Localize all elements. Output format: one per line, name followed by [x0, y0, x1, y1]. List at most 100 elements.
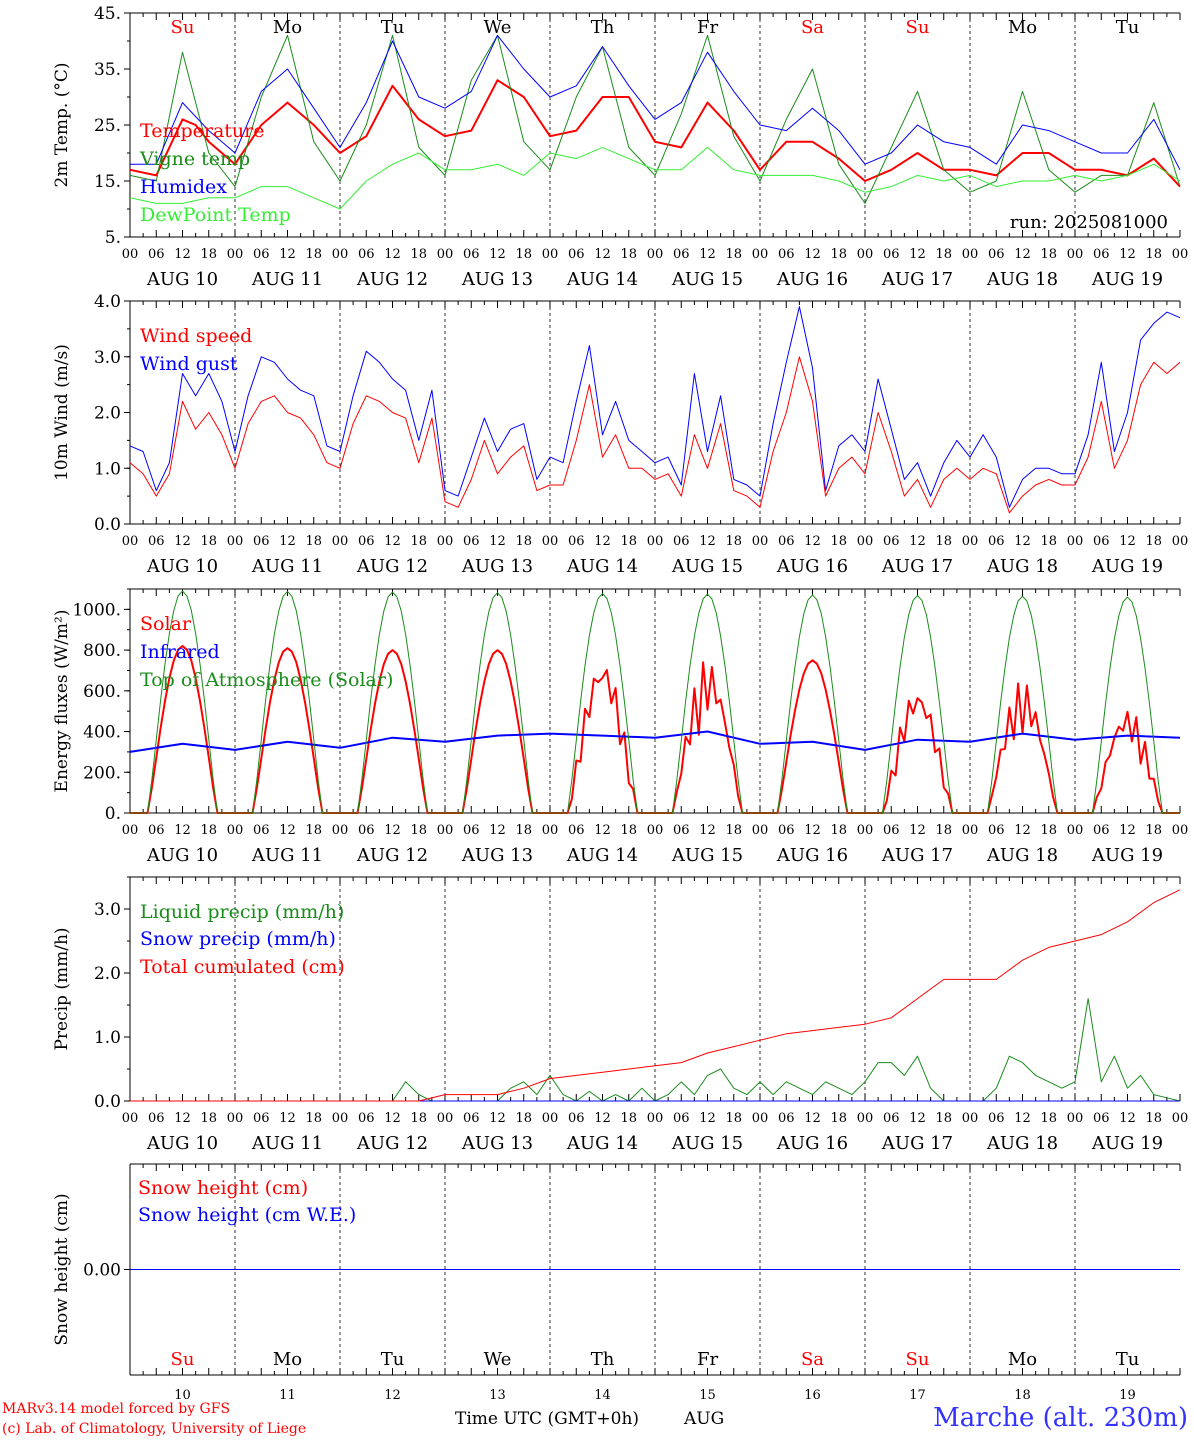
hour-tick-label: 12: [1014, 534, 1031, 549]
hour-tick-label: 00: [542, 534, 559, 549]
date-label: AUG 16: [776, 845, 848, 866]
hour-tick-label: 12: [909, 247, 926, 262]
date-label: AUG 16: [776, 1133, 848, 1154]
date-label: AUG 14: [566, 845, 638, 866]
hour-tick-label: 18: [515, 247, 532, 262]
date-label: AUG 13: [461, 556, 533, 577]
series-line-temperature: [129, 79, 1181, 188]
series-line-wind-gust: [129, 306, 1181, 508]
date-label: AUG 15: [671, 556, 743, 577]
hour-tick-label: 06: [883, 1111, 900, 1126]
date-label: AUG 10: [146, 845, 218, 866]
hour-tick-label: 06: [148, 823, 165, 838]
series-line-wind-speed: [129, 356, 1181, 514]
hour-tick-label: 18: [725, 247, 742, 262]
y-tick-label: 2.0: [94, 404, 121, 424]
weekday-label: Su: [906, 1349, 930, 1370]
date-label: AUG 18: [986, 1133, 1058, 1154]
hour-tick-label: 00: [1067, 823, 1084, 838]
hour-tick-label: 06: [988, 823, 1005, 838]
hour-tick-label: 12: [1119, 823, 1136, 838]
hour-tick-label: 06: [253, 823, 270, 838]
weekday-label: Mo: [1008, 1349, 1037, 1370]
legend-entry: Vigne temp: [139, 148, 250, 170]
hour-tick-label: 00: [122, 1111, 139, 1126]
date-label: AUG 11: [251, 1133, 323, 1154]
hour-tick-label: 00: [437, 1111, 454, 1126]
hour-tick-label: 06: [778, 823, 795, 838]
hour-tick-label: 12: [909, 823, 926, 838]
hour-tick-label: 06: [568, 247, 585, 262]
hour-tick-label: 18: [410, 247, 427, 262]
weekday-label: Su: [906, 17, 930, 38]
hour-tick-label: 00: [332, 534, 349, 549]
date-label: AUG 12: [356, 1133, 428, 1154]
date-label: AUG 12: [356, 845, 428, 866]
hour-tick-label: 12: [594, 247, 611, 262]
hour-tick-label: 18: [515, 534, 532, 549]
date-label: AUG 18: [986, 269, 1058, 290]
hour-tick-label: 18: [935, 247, 952, 262]
weekday-label: Tu: [381, 17, 405, 38]
series-line-dewpoint-temp: [129, 146, 1181, 210]
y-tick-label: 600.: [83, 682, 121, 702]
day-number-label: 17: [909, 1388, 926, 1403]
date-label: AUG 17: [881, 845, 953, 866]
hour-tick-label: 12: [279, 1111, 296, 1126]
weekday-label: Th: [591, 17, 615, 38]
weekday-label: Sa: [801, 17, 824, 38]
y-tick-label: 800.: [83, 641, 121, 661]
hour-tick-label: 18: [830, 534, 847, 549]
hour-tick-label: 00: [227, 1111, 244, 1126]
y-tick-label: 5.: [105, 228, 121, 248]
hour-tick-label: 00: [227, 247, 244, 262]
series-line-total-cumulated-cm: [130, 889, 1181, 1102]
hour-tick-label: 18: [830, 247, 847, 262]
weekday-label: Fr: [697, 1349, 718, 1370]
hour-tick-label: 18: [725, 823, 742, 838]
hour-tick-label: 18: [935, 1111, 952, 1126]
y-tick-label: 35.: [94, 60, 121, 80]
hour-tick-label: 18: [830, 823, 847, 838]
y-tick-label: 0.0: [94, 1092, 121, 1112]
date-label: AUG 19: [1091, 269, 1163, 290]
hour-tick-label: 18: [410, 1111, 427, 1126]
legend-entry: Top of Atmosphere (Solar): [140, 669, 393, 691]
hour-tick-label: 06: [463, 823, 480, 838]
hour-tick-label: 12: [489, 823, 506, 838]
y-tick-label: 45.: [94, 4, 121, 24]
run-label: run: 2025081000: [1010, 212, 1168, 233]
hour-tick-label: 00: [752, 534, 769, 549]
weekday-label: Th: [591, 1349, 615, 1370]
y-tick-label: 1.0: [94, 1028, 121, 1048]
hour-tick-label: 12: [384, 823, 401, 838]
y-tick-label: 0.: [105, 804, 121, 824]
hour-tick-label: 06: [148, 247, 165, 262]
hour-tick-label: 06: [988, 1111, 1005, 1126]
y-tick-label: 200.: [83, 763, 121, 783]
hour-tick-label: 18: [1040, 823, 1057, 838]
date-label: AUG 15: [671, 269, 743, 290]
hour-tick-label: 00: [857, 534, 874, 549]
hour-tick-label: 06: [988, 534, 1005, 549]
weekday-label: We: [484, 1349, 512, 1370]
date-label: AUG 19: [1091, 556, 1163, 577]
date-label: AUG 11: [251, 845, 323, 866]
hour-tick-label: 06: [253, 247, 270, 262]
hour-tick-label: 12: [804, 823, 821, 838]
y-axis-label: Snow height (cm): [52, 1193, 72, 1345]
weekday-label: Mo: [1008, 17, 1037, 38]
panel-5: 0.00 Snow height (cm) Su Mo Tu We Th Fr Sa Su Mo Tu…: [52, 1163, 1181, 1403]
hour-tick-label: 18: [200, 534, 217, 549]
legend-entry: Snow height (cm W.E.): [138, 1204, 356, 1226]
hour-tick-label: 06: [673, 823, 690, 838]
hour-tick-label: 12: [804, 534, 821, 549]
hour-tick-label: 00: [332, 823, 349, 838]
hour-tick-label: 00: [962, 534, 979, 549]
hour-tick-label: 06: [253, 1111, 270, 1126]
date-label: AUG 13: [461, 1133, 533, 1154]
day-number-label: 19: [1119, 1388, 1136, 1403]
date-label: AUG 10: [146, 269, 218, 290]
hour-tick-label: 12: [594, 534, 611, 549]
y-tick-label: 2.0: [94, 964, 121, 984]
